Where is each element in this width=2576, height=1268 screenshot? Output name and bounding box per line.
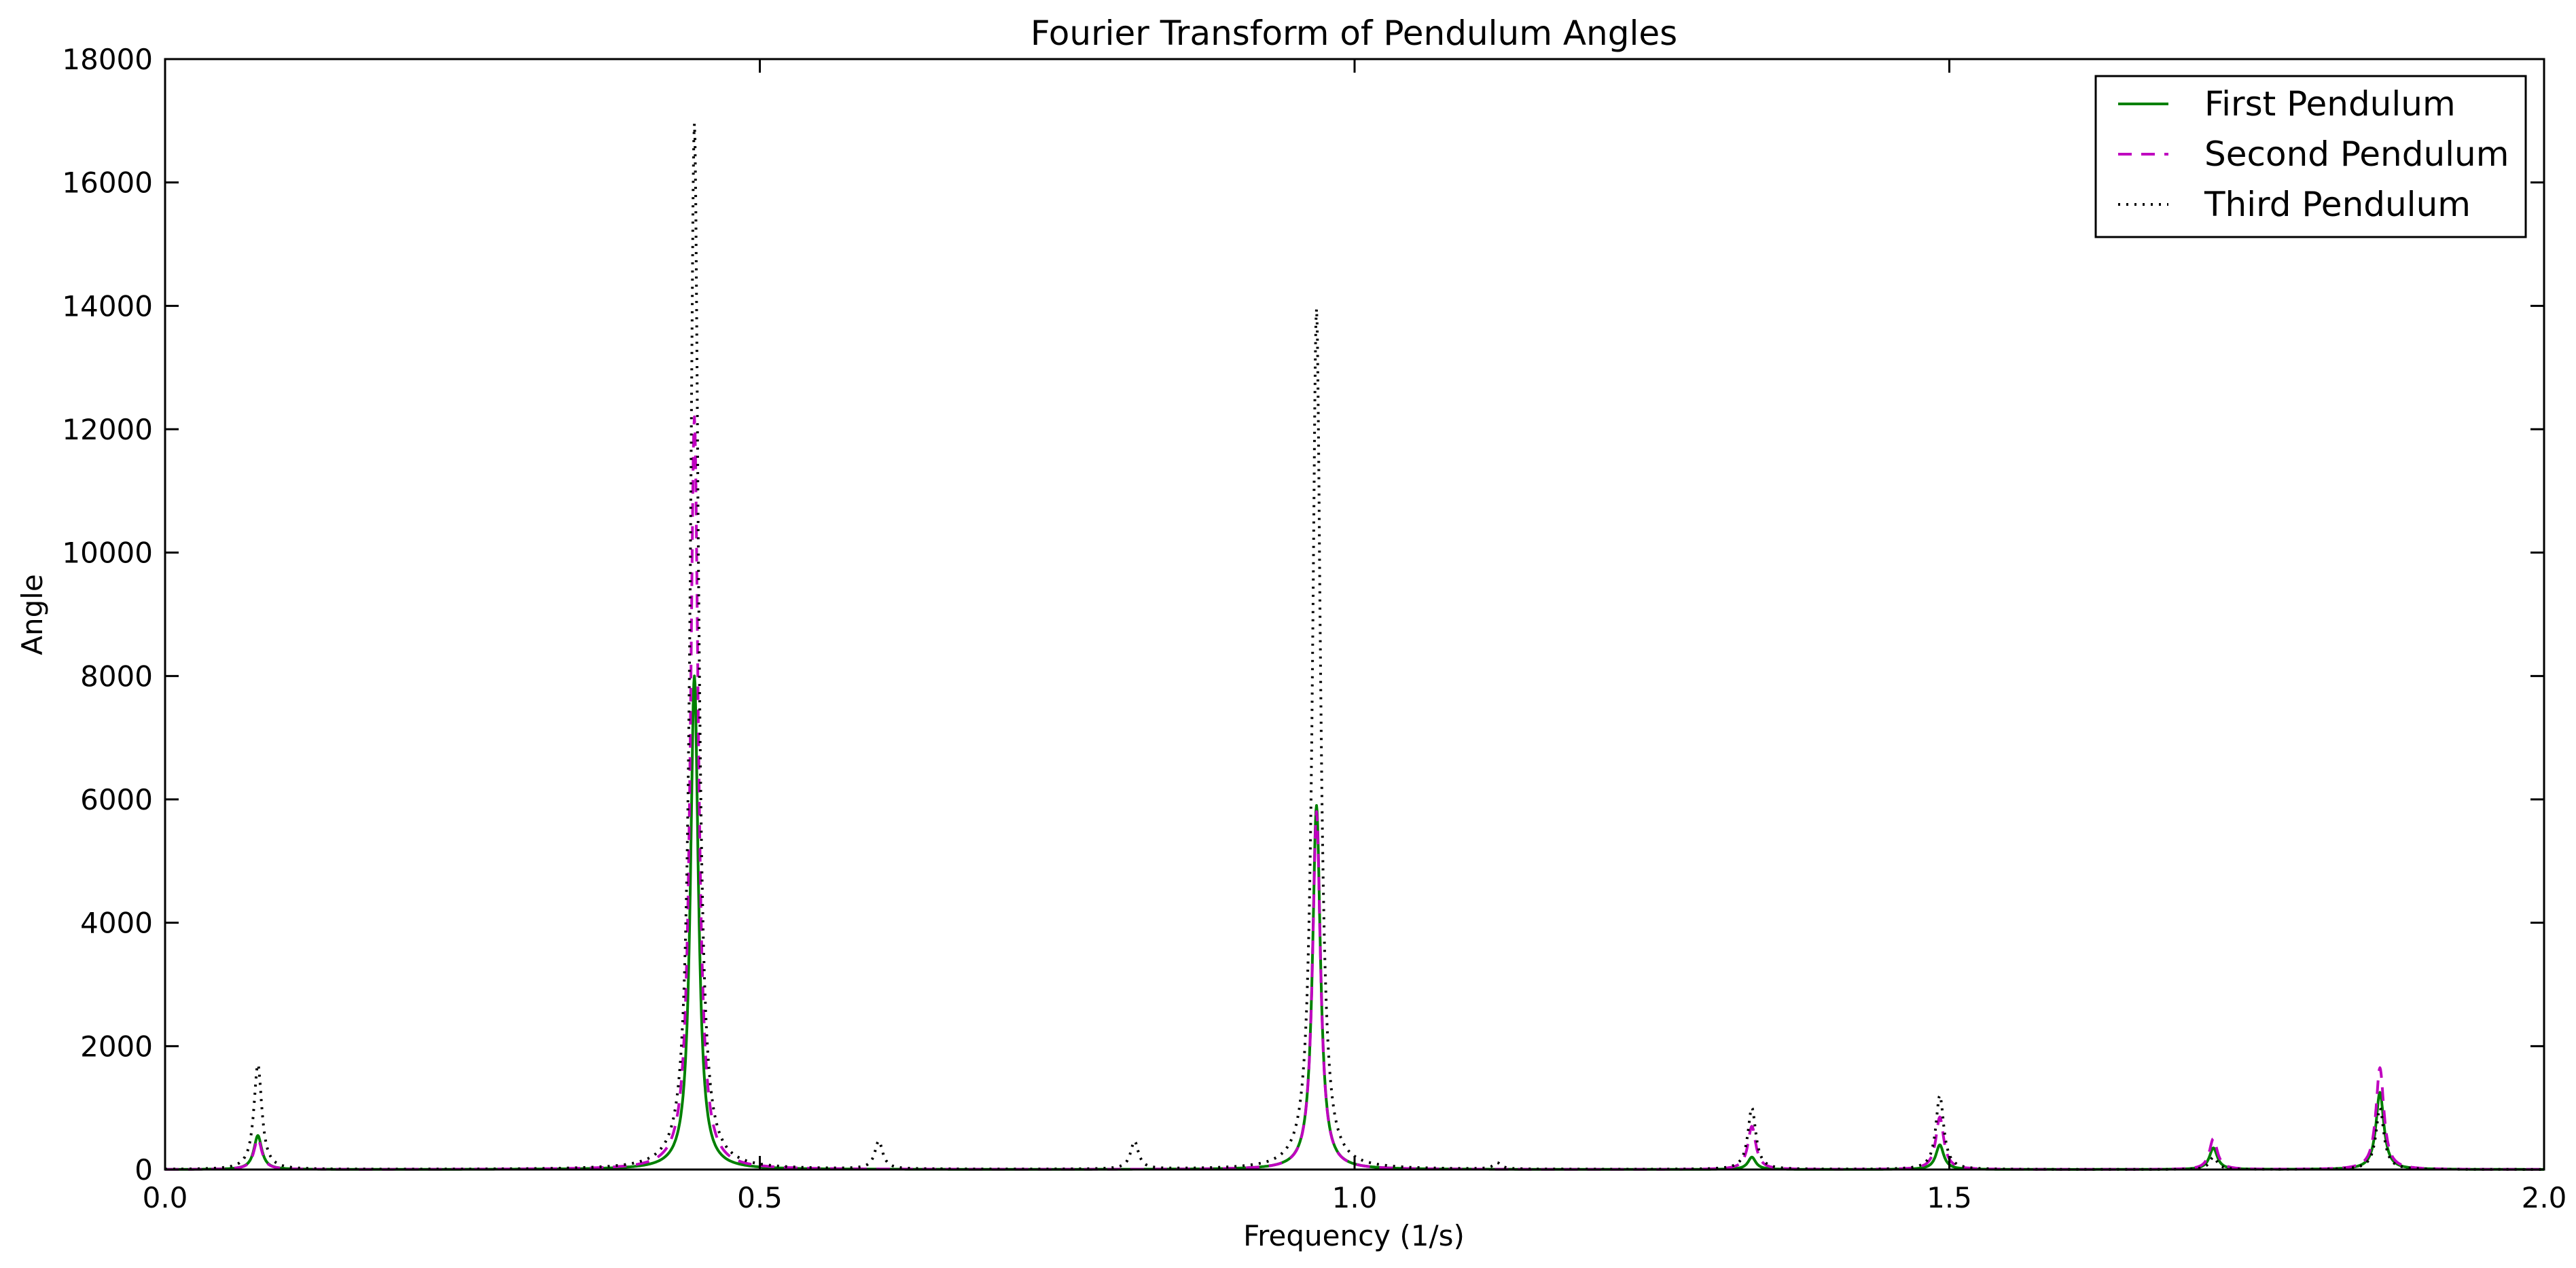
y-tick-label: 14000 [62, 289, 153, 323]
x-tick-label: 2.0 [2522, 1181, 2567, 1214]
chart-title: Fourier Transform of Pendulum Angles [1031, 14, 1677, 53]
y-tick-label: 12000 [62, 413, 153, 446]
y-tick-label: 6000 [80, 783, 153, 816]
x-tick-label: 0.0 [143, 1181, 188, 1214]
y-tick-label: 8000 [80, 659, 153, 693]
x-tick-label: 1.0 [1332, 1181, 1378, 1214]
y-tick-label: 18000 [62, 43, 153, 76]
y-tick-label: 4000 [80, 907, 153, 940]
y-tick-label: 2000 [80, 1030, 153, 1063]
y-tick-label: 0 [135, 1153, 153, 1187]
x-tick-label: 0.5 [737, 1181, 783, 1214]
x-tick-label: 1.5 [1927, 1181, 1972, 1214]
legend-label-first: First Pendulum [2204, 84, 2456, 124]
x-axis-label: Frequency (1/s) [1243, 1219, 1465, 1252]
series-line-3 [165, 122, 2544, 1171]
y-tick-label: 16000 [62, 166, 153, 200]
y-axis-label: Angle [16, 574, 49, 655]
y-axis-ticks: 0 2000 4000 6000 8000 10000 12000 14000 16000 180… [62, 43, 2544, 1187]
series-line-2 [165, 415, 2544, 1171]
legend: First Pendulum Second Pendulum Third Pen… [2094, 75, 2527, 238]
legend-label-second: Second Pendulum [2204, 134, 2509, 174]
legend-label-third: Third Pendulum [2204, 185, 2471, 224]
x-axis-ticks: 0.0 0.5 1.0 1.5 2.0 [143, 59, 2567, 1214]
y-tick-label: 10000 [62, 537, 153, 570]
